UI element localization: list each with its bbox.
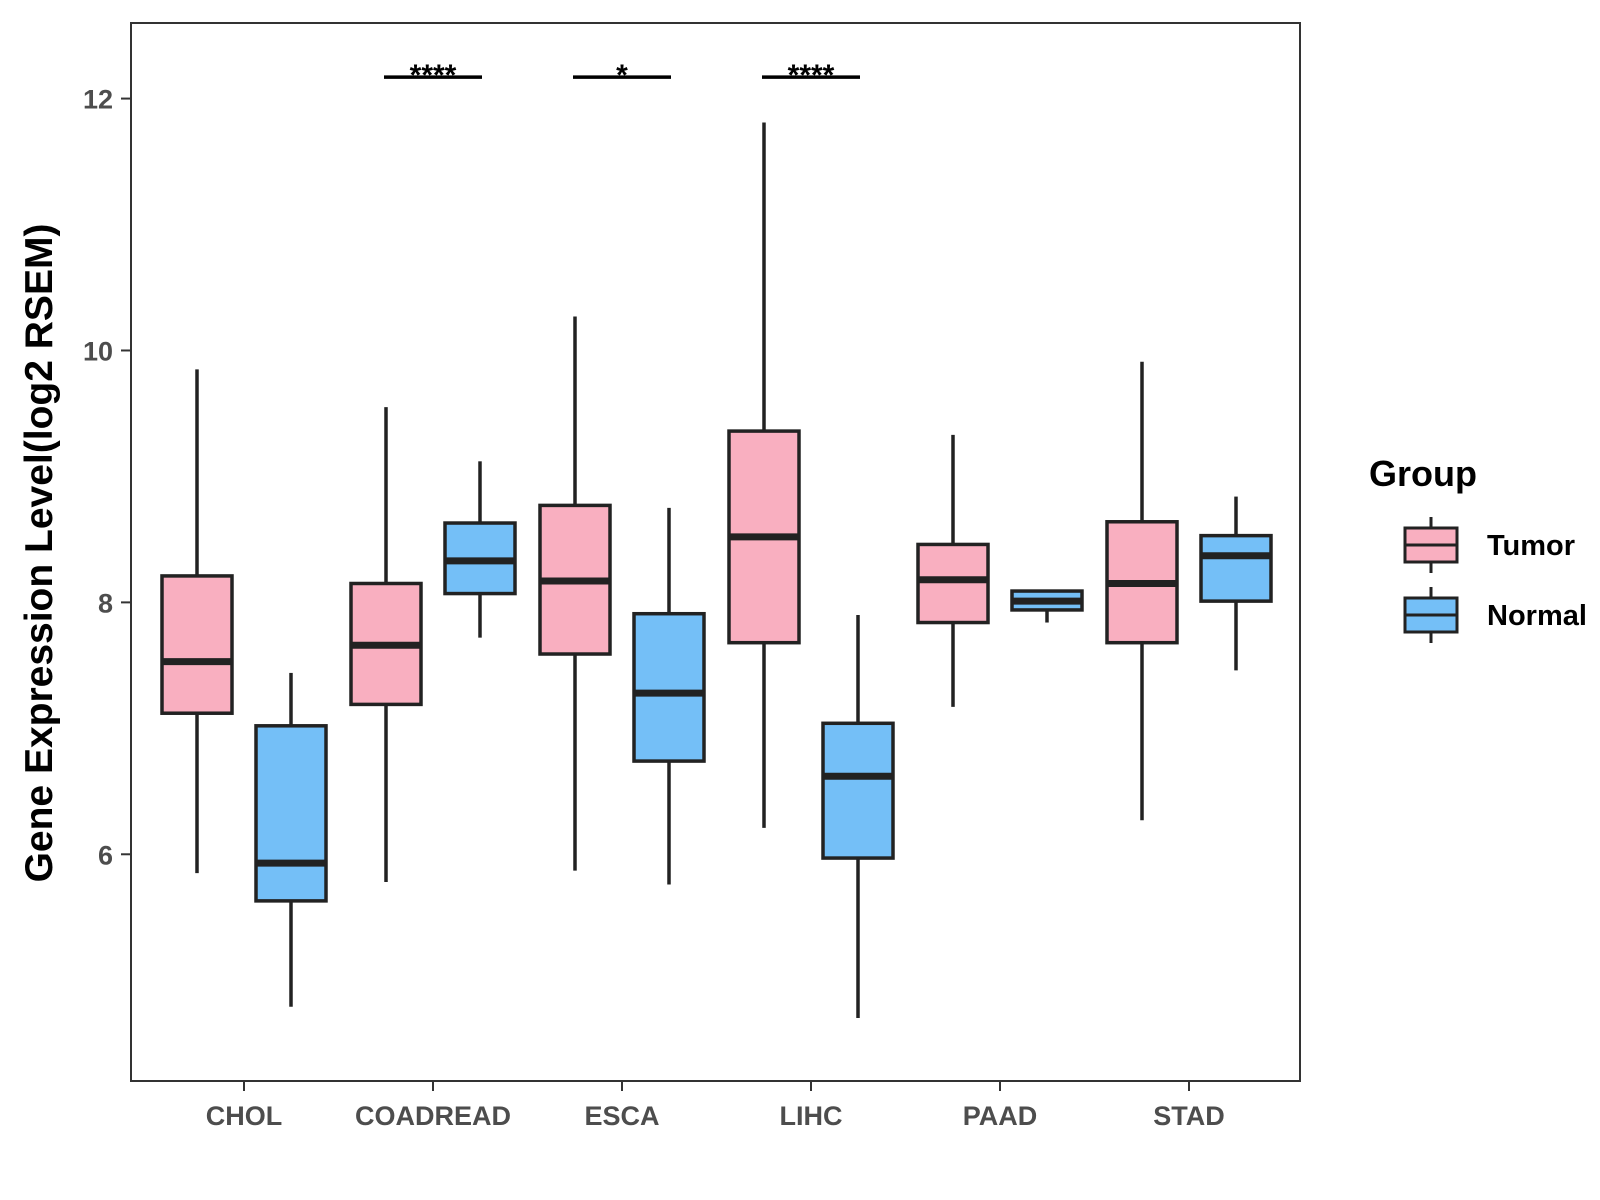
iqr-box [916,542,990,625]
x-tick-label: CHOL [206,1101,283,1131]
y-axis: 6 8 10 12 [83,85,131,870]
x-axis: CHOL COADREAD ESCA LIHC PAAD STAD [206,1081,1225,1131]
box-tumor-coadread [349,407,423,882]
box-tumor-paad [916,434,990,707]
box-normal-esca [632,507,706,885]
iqr-box [254,724,328,903]
box-normal-coadread [443,461,517,638]
y-tick-label: 12 [83,85,113,115]
significance-group: **** * **** [384,59,860,92]
legend: Group Tumor Normal [1369,453,1587,643]
x-tick-label: STAD [1153,1101,1225,1131]
legend-label: Normal [1487,600,1587,632]
box-normal-chol [254,672,328,1007]
x-tick-label: LIHC [780,1101,843,1131]
iqr-box [821,721,895,860]
box-group [160,122,1273,1019]
iqr-box [160,574,234,715]
y-tick-label: 6 [98,840,113,870]
legend-item-normal: Normal [1403,587,1587,643]
iqr-box [1199,533,1273,603]
box-tumor-esca [538,316,612,871]
box-tumor-lihc [727,122,801,828]
x-tick-label: COADREAD [355,1101,511,1131]
significance-label: * [616,59,628,92]
plot-panel-border [130,22,1301,1082]
y-axis-title: Gene Expression Level(log2 RSEM) [18,224,61,883]
box-tumor-chol [160,369,234,874]
y-tick-label: 8 [98,588,113,618]
y-tick-label: 10 [83,336,113,366]
significance-label: **** [788,59,835,92]
box-normal-lihc [821,614,895,1019]
legend-item-tumor: Tumor [1403,517,1575,573]
box-normal-paad [1010,589,1084,623]
legend-label: Tumor [1487,530,1575,562]
significance-label: **** [410,59,457,92]
box-normal-stad [1199,496,1273,671]
legend-title: Group [1369,453,1477,494]
x-tick-label: PAAD [963,1101,1038,1131]
iqr-box [632,611,706,763]
box-tumor-stad [1105,361,1179,821]
x-tick-label: ESCA [584,1101,659,1131]
